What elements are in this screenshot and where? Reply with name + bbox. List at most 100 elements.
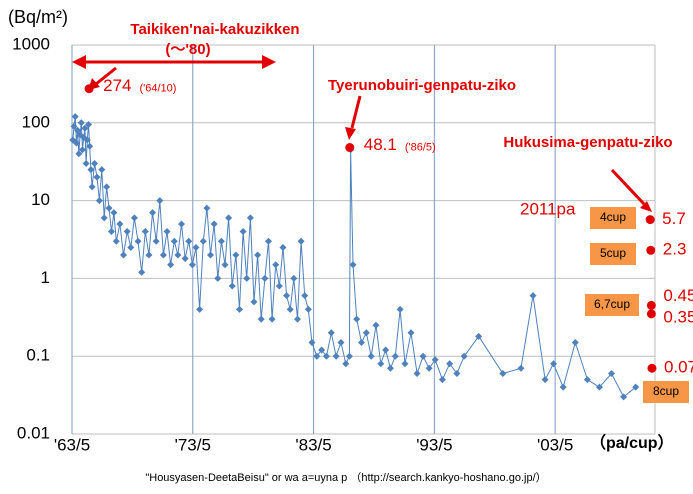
highlight-point <box>345 143 355 153</box>
highlight-label: 274 <box>103 76 131 95</box>
point <box>98 166 106 174</box>
point <box>196 305 204 313</box>
cup-box <box>585 294 639 316</box>
x-tick-label: '83/5 <box>295 435 331 454</box>
point <box>517 364 525 372</box>
point <box>297 237 305 245</box>
point <box>362 329 370 337</box>
point <box>382 346 390 354</box>
point <box>134 237 142 245</box>
point <box>178 220 186 228</box>
annotation: Hukusima-genpatu-ziko <box>503 134 672 151</box>
point <box>308 339 316 347</box>
point <box>529 292 537 300</box>
point <box>181 255 189 263</box>
highlight-point <box>647 363 657 373</box>
point <box>438 376 446 384</box>
point <box>225 214 233 222</box>
highlight-label: 48.1 <box>364 135 397 154</box>
point <box>91 159 99 167</box>
highlight-note: ('86/5) <box>405 141 436 153</box>
point <box>88 183 96 191</box>
point <box>217 237 225 245</box>
point <box>254 251 262 259</box>
y-tick-label: 100 <box>22 112 50 131</box>
point <box>337 339 345 347</box>
point <box>313 352 321 360</box>
point <box>257 315 265 323</box>
point <box>112 237 120 245</box>
point <box>396 305 404 313</box>
y-tick-label: 10 <box>31 190 50 209</box>
x-unit: （pa/cup） <box>590 434 674 452</box>
highlight-point <box>84 84 94 94</box>
point <box>86 142 94 150</box>
point <box>239 228 247 236</box>
point <box>268 315 276 323</box>
point <box>163 228 171 236</box>
point <box>279 243 287 251</box>
point <box>185 237 193 245</box>
point <box>100 214 108 222</box>
series-line <box>72 116 637 398</box>
point <box>353 315 361 323</box>
point <box>419 352 427 360</box>
point <box>367 352 375 360</box>
point <box>232 251 240 259</box>
point <box>116 220 124 228</box>
point <box>550 360 558 368</box>
point <box>174 251 182 259</box>
point <box>275 282 283 290</box>
point <box>446 360 454 368</box>
point <box>272 261 280 269</box>
point <box>261 274 269 282</box>
point <box>82 159 90 167</box>
point <box>221 261 229 269</box>
point <box>192 243 200 251</box>
point <box>583 376 591 384</box>
point <box>332 352 340 360</box>
point <box>559 383 567 391</box>
point <box>301 292 309 300</box>
point <box>413 369 421 377</box>
point <box>595 383 603 391</box>
grid <box>71 44 656 435</box>
point <box>541 376 549 384</box>
point <box>475 332 483 340</box>
point <box>235 305 243 313</box>
point <box>120 251 128 259</box>
point <box>199 237 207 245</box>
point <box>425 364 433 372</box>
point <box>264 237 272 245</box>
point <box>81 124 89 132</box>
highlight-label: 0.35 <box>663 307 693 326</box>
point <box>138 268 146 276</box>
x-tick-label: '93/5 <box>416 435 452 454</box>
point <box>87 166 95 174</box>
point <box>130 214 138 222</box>
cup-box <box>643 381 689 403</box>
point <box>188 261 196 269</box>
annotation: 2011pa <box>520 199 576 218</box>
point <box>105 204 113 212</box>
point <box>70 122 78 130</box>
point <box>620 393 628 401</box>
y-tick-label: 1000 <box>12 34 50 53</box>
point <box>83 136 91 144</box>
annotation: Taikiken'nai-kakuzikken <box>130 21 299 38</box>
cup-label: 4cup <box>600 210 626 224</box>
point <box>407 329 415 337</box>
point <box>103 183 111 191</box>
point <box>127 243 135 251</box>
annotation: Tyerunobuiri-genpatu-ziko <box>328 77 516 94</box>
point <box>431 356 439 364</box>
point <box>243 274 251 282</box>
point <box>141 228 149 236</box>
cup-label: 8cup <box>653 384 679 398</box>
highlight-label: 5.7 <box>662 209 686 228</box>
point <box>349 261 357 269</box>
highlight-label: 0.45 <box>663 286 693 305</box>
point <box>571 339 579 347</box>
highlight-point <box>646 300 656 310</box>
y-tick-label: 0.01 <box>17 423 50 442</box>
